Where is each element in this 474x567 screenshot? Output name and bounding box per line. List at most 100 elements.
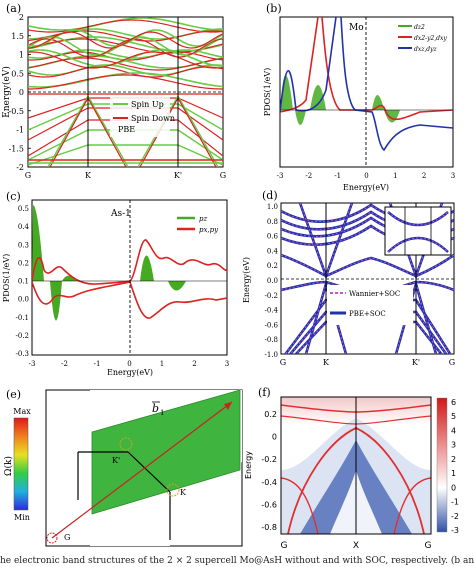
- panel-a-band-structure: (a) 2 1.5 1 0.5 0 -0.5 -1 -1.5 -2 Energy(eV) Spi…: [1, 2, 226, 180]
- band-up: [28, 144, 223, 166]
- ytick-d: -1.0: [265, 351, 279, 359]
- panel-c-title: As-1: [110, 209, 131, 219]
- ytick-d: 0.4: [267, 247, 279, 255]
- cbar-tick: 6: [451, 398, 456, 407]
- cbar-tick: 1: [451, 469, 456, 478]
- band-up: [28, 17, 223, 31]
- xtick-c: 2: [192, 360, 196, 368]
- cbar-tick: 4: [451, 426, 456, 435]
- pdos-pz-fill: [50, 281, 62, 321]
- xtick-b: 3: [451, 172, 455, 180]
- ytick-c: 0.3: [18, 241, 29, 249]
- xtick-c: 3: [225, 360, 229, 368]
- ytick-a: 2: [19, 13, 24, 22]
- cbar-tick: 3: [451, 441, 456, 450]
- xtick-f: G: [281, 541, 288, 551]
- xtick-b: -3: [277, 172, 284, 180]
- ytick-f: 0: [272, 433, 277, 442]
- ytick-d: 0.8: [267, 218, 278, 226]
- panel-b-title: Mo: [349, 23, 364, 33]
- cbar-tick: 0: [451, 483, 456, 492]
- edge-state: [281, 477, 319, 534]
- cbar-tick: -1: [451, 498, 459, 507]
- legend-pbe-soc: PBE+SOC: [349, 310, 386, 318]
- cbar-tick: -3: [451, 526, 459, 535]
- ytick-d: 0.0: [267, 277, 278, 285]
- panel-d-ylabel: Energy(eV): [242, 257, 251, 303]
- panel-d-legend: Wannier+SOC PBE+SOC: [327, 285, 413, 325]
- legend-spin-down: Spin Down: [131, 114, 175, 123]
- pdos-pz-fill: [168, 281, 186, 291]
- legend-pz: pz: [199, 215, 207, 223]
- band-down: [28, 38, 223, 58]
- ytick-a: 0.5: [11, 69, 24, 78]
- vector-sub: 1: [160, 409, 164, 417]
- panel-c-letter: (c): [6, 190, 21, 203]
- band-down: [28, 57, 223, 71]
- ytick-a: -1.5: [9, 144, 24, 153]
- pdos-pxpy-line: [32, 281, 131, 305]
- ytick-a: -0.5: [9, 107, 24, 116]
- panel-c-legend: pz px,py: [177, 215, 219, 234]
- ytick-a: -1: [16, 126, 24, 135]
- panel-d-letter: (d): [262, 189, 278, 202]
- cbar-tick: 2: [451, 455, 456, 464]
- band-down: [28, 19, 223, 33]
- ytick-d: 0.6: [267, 233, 279, 241]
- band-wannier-soc: [295, 321, 442, 354]
- xtick-a: K': [174, 171, 182, 180]
- panel-f-edge-states: (f) Energy 0.2 0 -0.2 -0.4 -0.6 -0.8 G X G 6 5 4 3…: [244, 386, 459, 551]
- ytick-d: 0.2: [267, 262, 278, 270]
- panel-c-xlabel: Energy(eV): [107, 368, 153, 377]
- scale-min: Min: [14, 513, 30, 522]
- xtick-c: -2: [61, 360, 68, 368]
- panel-a-ylabel: Energy(eV): [1, 66, 12, 118]
- xtick-d: K: [323, 358, 330, 367]
- xtick-c: 0: [127, 360, 131, 368]
- legend-spin-up: Spin Up: [131, 100, 164, 109]
- pdos-pxpy-line: [129, 239, 227, 282]
- ytick-d: -0.4: [265, 307, 279, 315]
- ytick-d: -0.2: [265, 292, 279, 300]
- ytick-f: -0.4: [261, 478, 277, 487]
- cbar-tick: 5: [451, 412, 456, 421]
- panel-a-method: PBE: [118, 125, 135, 134]
- ytick-d: 1.0: [267, 203, 278, 211]
- pdos-dz2-fill: [295, 110, 306, 125]
- ytick-a: -2: [16, 163, 24, 172]
- pdos-pz-fill: [62, 275, 78, 281]
- xtick-c: 1: [160, 360, 164, 368]
- band-down: [28, 51, 223, 69]
- pdos-pxpy-line: [129, 281, 227, 319]
- pdos-pz-fill: [32, 205, 44, 281]
- xtick-b: -2: [305, 172, 312, 180]
- ytick-c: 0.2: [18, 259, 29, 267]
- xtick-c: -3: [29, 360, 36, 368]
- panel-b-mo-pdos: (b) Mo PDOS(1/eV) Energy(eV) -3 -2 -1 0 1 2 3 …: [263, 2, 455, 192]
- xtick-f: G: [425, 541, 432, 551]
- pdos-pz-fill: [140, 255, 154, 281]
- figure-caption: he electronic band structures of the 2 ×…: [0, 556, 474, 566]
- point-k: K: [180, 488, 187, 497]
- ytick-f: -0.6: [261, 500, 277, 509]
- panel-c-as-pdos: (c) As-1 PDOS(1/eV) Energy(eV) 0.5 0.4 0.3…: [2, 190, 229, 377]
- edge-colorbar: [436, 397, 448, 533]
- ytick-c: 0.5: [18, 205, 29, 213]
- ytick-d: -0.6: [265, 321, 279, 329]
- ytick-c: 0.0: [18, 296, 29, 304]
- ytick-c: -0.2: [16, 332, 30, 340]
- berry-colorbar: [13, 417, 29, 511]
- xtick-c: -1: [94, 360, 101, 368]
- panel-b-legend: dz2 dx2-y2,dxy dxz,dyz: [396, 20, 451, 58]
- xtick-d: G: [280, 358, 286, 367]
- xtick-d: K': [412, 358, 420, 367]
- pdos-pxpy-line: [32, 257, 131, 285]
- ytick-f: -0.8: [261, 523, 277, 532]
- ytick-d: -0.8: [265, 336, 279, 344]
- band-wannier-soc: [289, 311, 447, 354]
- panel-e-letter: (e): [6, 388, 21, 401]
- cbar-tick: -2: [451, 512, 459, 521]
- xtick-a: G: [25, 171, 31, 180]
- panel-c-ylabel: PDOS(1/eV): [2, 254, 11, 302]
